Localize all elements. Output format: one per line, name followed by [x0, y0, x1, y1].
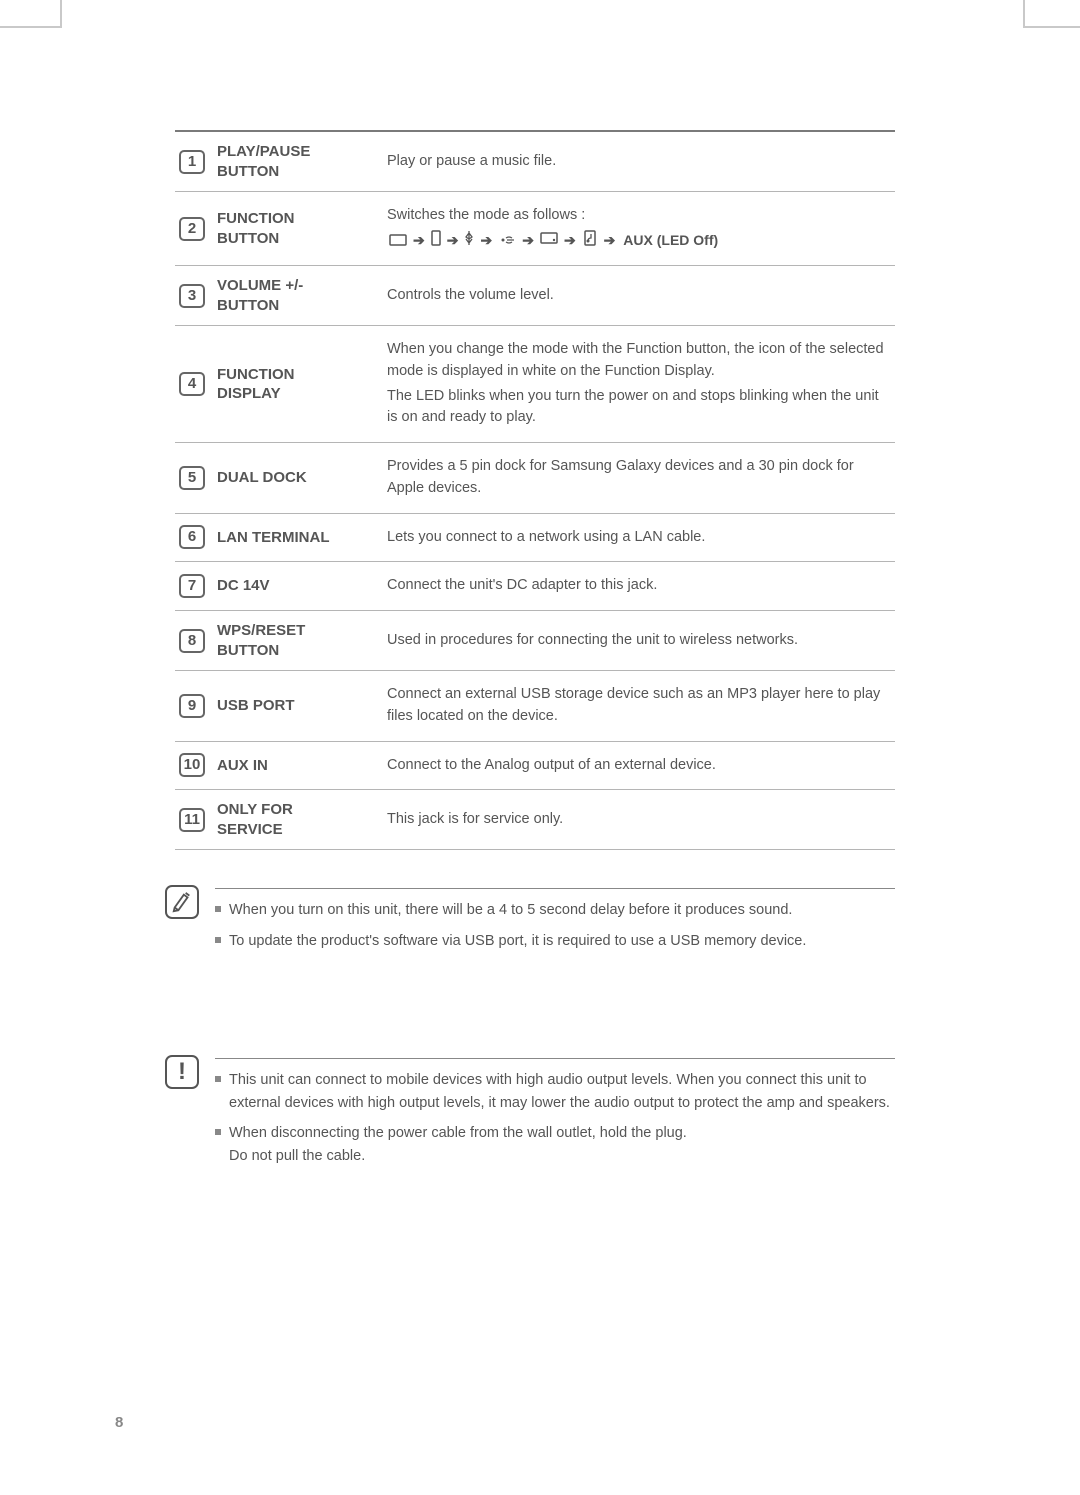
- notes-list: When you turn on this unit, there will b…: [215, 899, 895, 952]
- row-description: Connect the unit's DC adapter to this ja…: [383, 562, 895, 611]
- page-number: 8: [115, 1414, 123, 1431]
- separator: [215, 1058, 895, 1059]
- row-description: Connect to the Analog output of an exter…: [383, 741, 895, 790]
- row-label: ONLY FORSERVICE: [213, 790, 383, 850]
- number-badge: 4: [179, 372, 205, 396]
- table-row: 2 FUNCTIONBUTTONSwitches the mode as foll…: [175, 192, 895, 266]
- caution-icon: !: [165, 1055, 199, 1089]
- number-badge: 7: [179, 574, 205, 598]
- note-item: When you turn on this unit, there will b…: [215, 899, 895, 921]
- table-row: 8 WPS/RESETBUTTONUsed in procedures for c…: [175, 611, 895, 671]
- row-description: Provides a 5 pin dock for Samsung Galaxy…: [383, 443, 895, 514]
- row-description: Connect an external USB storage device s…: [383, 671, 895, 742]
- row-label: PLAY/PAUSEBUTTON: [213, 131, 383, 192]
- row-number-cell: 8: [175, 611, 213, 671]
- separator: [215, 888, 895, 889]
- row-description: Used in procedures for connecting the un…: [383, 611, 895, 671]
- row-number-cell: 3: [175, 266, 213, 326]
- row-label: AUX IN: [213, 741, 383, 790]
- number-badge: 11: [179, 808, 205, 832]
- row-label: FUNCTIONDISPLAY: [213, 326, 383, 443]
- note-item: To update the product's software via USB…: [215, 930, 895, 952]
- row-number-cell: 7: [175, 562, 213, 611]
- number-badge: 8: [179, 629, 205, 653]
- number-badge: 3: [179, 284, 205, 308]
- number-badge: 6: [179, 525, 205, 549]
- row-label: WPS/RESETBUTTON: [213, 611, 383, 671]
- row-description: Switches the mode as follows :➔➔➔➔➔➔ AUX…: [383, 192, 895, 266]
- row-description: When you change the mode with the Functi…: [383, 326, 895, 443]
- row-number-cell: 9: [175, 671, 213, 742]
- table-row: 10 AUX INConnect to the Analog output of …: [175, 741, 895, 790]
- table-row: 6 LAN TERMINALLets you connect to a netwo…: [175, 513, 895, 562]
- table-row: 3 VOLUME +/-BUTTONControls the volume lev…: [175, 266, 895, 326]
- row-number-cell: 5: [175, 443, 213, 514]
- number-badge: 1: [179, 150, 205, 174]
- number-badge: 9: [179, 694, 205, 718]
- row-description: Controls the volume level.: [383, 266, 895, 326]
- row-label: DUAL DOCK: [213, 443, 383, 514]
- definitions-table: 1 PLAY/PAUSEBUTTONPlay or pause a music f…: [175, 130, 895, 850]
- table-row: 4 FUNCTIONDISPLAYWhen you change the mode…: [175, 326, 895, 443]
- table-row: 11 ONLY FORSERVICEThis jack is for servic…: [175, 790, 895, 850]
- row-description: Lets you connect to a network using a LA…: [383, 513, 895, 562]
- row-number-cell: 2: [175, 192, 213, 266]
- table-row: 5 DUAL DOCKProvides a 5 pin dock for Sams…: [175, 443, 895, 514]
- number-badge: 2: [179, 217, 205, 241]
- row-number-cell: 11: [175, 790, 213, 850]
- row-label: DC 14V: [213, 562, 383, 611]
- table-row: 9 USB PORTConnect an external USB storage…: [175, 671, 895, 742]
- row-number-cell: 10: [175, 741, 213, 790]
- number-badge: 5: [179, 466, 205, 490]
- note-icon: [165, 885, 199, 919]
- row-label: VOLUME +/-BUTTON: [213, 266, 383, 326]
- row-number-cell: 4: [175, 326, 213, 443]
- table-row: 1 PLAY/PAUSEBUTTONPlay or pause a music f…: [175, 131, 895, 192]
- row-label: USB PORT: [213, 671, 383, 742]
- warnings-list: This unit can connect to mobile devices …: [215, 1069, 895, 1167]
- row-description: Play or pause a music file.: [383, 131, 895, 192]
- warning-block: ! This unit can connect to mobile device…: [215, 1069, 895, 1167]
- row-number-cell: 6: [175, 513, 213, 562]
- number-badge: 10: [179, 753, 205, 777]
- manual-page: 1 PLAY/PAUSEBUTTONPlay or pause a music f…: [175, 130, 895, 1175]
- note-block: When you turn on this unit, there will b…: [215, 899, 895, 952]
- row-label: LAN TERMINAL: [213, 513, 383, 562]
- row-description: This jack is for service only.: [383, 790, 895, 850]
- row-label: FUNCTIONBUTTON: [213, 192, 383, 266]
- row-number-cell: 1: [175, 131, 213, 192]
- warning-item: This unit can connect to mobile devices …: [215, 1069, 895, 1114]
- table-row: 7 DC 14VConnect the unit's DC adapter to …: [175, 562, 895, 611]
- warning-item: When disconnecting the power cable from …: [215, 1122, 895, 1167]
